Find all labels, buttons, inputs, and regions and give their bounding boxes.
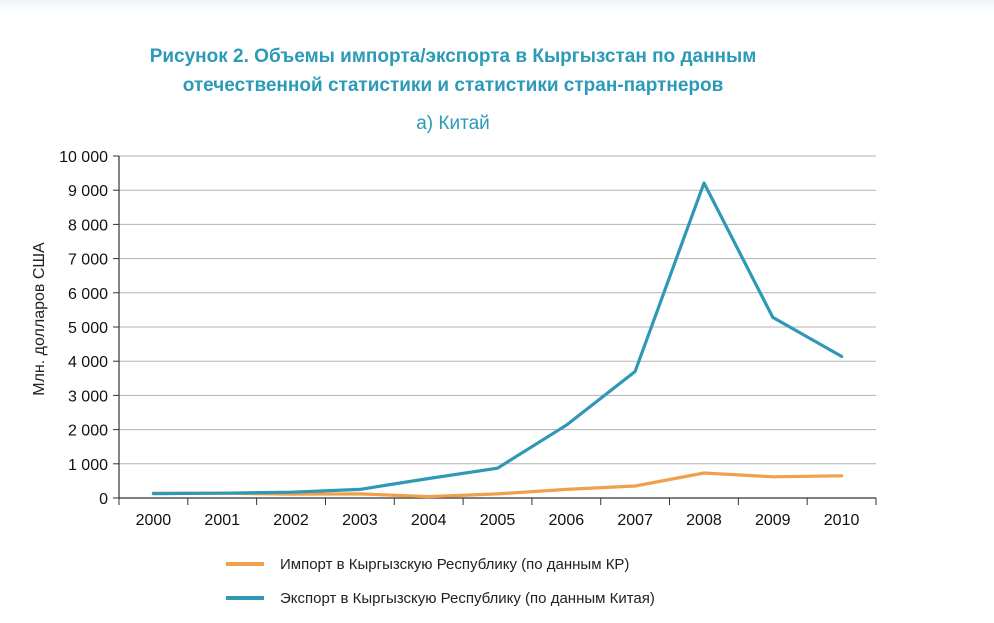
- legend-label-import: Импорт в Кыргызскую Республику (по данны…: [280, 555, 630, 573]
- x-tick-label-2007: 2007: [617, 512, 653, 529]
- y-tick-label: 3 000: [68, 388, 108, 405]
- y-tick-label: 7 000: [68, 252, 108, 269]
- chart-title-line1: Рисунок 2. Объемы импорта/экспорта в Кыр…: [149, 46, 757, 67]
- x-tick-label-2009: 2009: [755, 512, 791, 529]
- legend: Импорт в Кыргызскую Республику (по данны…: [226, 547, 655, 615]
- grid-lines: [119, 155, 876, 465]
- x-tick-label-2003: 2003: [342, 512, 378, 529]
- legend-swatch-export: [226, 596, 264, 600]
- legend-swatch-import: [226, 562, 264, 566]
- chart-subtitle: а) Китай: [416, 113, 490, 134]
- y-tick-label: 5 000: [68, 320, 108, 337]
- chart-title-line2: отечественной статистики и статистики ст…: [182, 75, 724, 96]
- series-line-export: [151, 181, 844, 496]
- y-tick-labels: 0 1 000 2 000 3 000 4 000 5 000 6 000 7 000 8 00…: [59, 149, 108, 508]
- axes: [113, 155, 877, 505]
- x-tick-label-2001: 2001: [204, 512, 240, 529]
- x-tick-label-2000: 2000: [136, 512, 172, 529]
- x-tick-label-2004: 2004: [411, 512, 447, 529]
- legend-item-import: Импорт в Кыргызскую Республику (по данны…: [226, 547, 655, 581]
- chart-title: Рисунок 2. Объемы импорта/экспорта в Кыр…: [0, 42, 906, 100]
- y-tick-label: 2 000: [68, 423, 108, 440]
- x-tick-label-2010: 2010: [824, 512, 860, 529]
- x-tick-label-2006: 2006: [549, 512, 585, 529]
- x-tick-label-2002: 2002: [273, 512, 309, 529]
- series-lines: [151, 181, 844, 499]
- y-tick-label: 9 000: [68, 183, 108, 200]
- y-tick-label: 4 000: [68, 354, 108, 371]
- y-tick-label: 10 000: [59, 149, 108, 166]
- top-band: [0, 0, 994, 12]
- y-tick-label: 6 000: [68, 286, 108, 303]
- legend-item-export: Экспорт в Кыргызскую Республику (по данн…: [226, 581, 655, 615]
- legend-label-export: Экспорт в Кыргызскую Республику (по данн…: [280, 589, 655, 607]
- y-tick-label: 8 000: [68, 217, 108, 234]
- x-tick-labels: 2000 2001 2002 2003 2004 2005 2006 2007 2008 2009…: [136, 512, 860, 529]
- x-tick-label-2008: 2008: [686, 512, 722, 529]
- x-tick-label-2005: 2005: [480, 512, 516, 529]
- y-tick-label: 1 000: [68, 457, 108, 474]
- y-tick-label: 0: [99, 491, 108, 508]
